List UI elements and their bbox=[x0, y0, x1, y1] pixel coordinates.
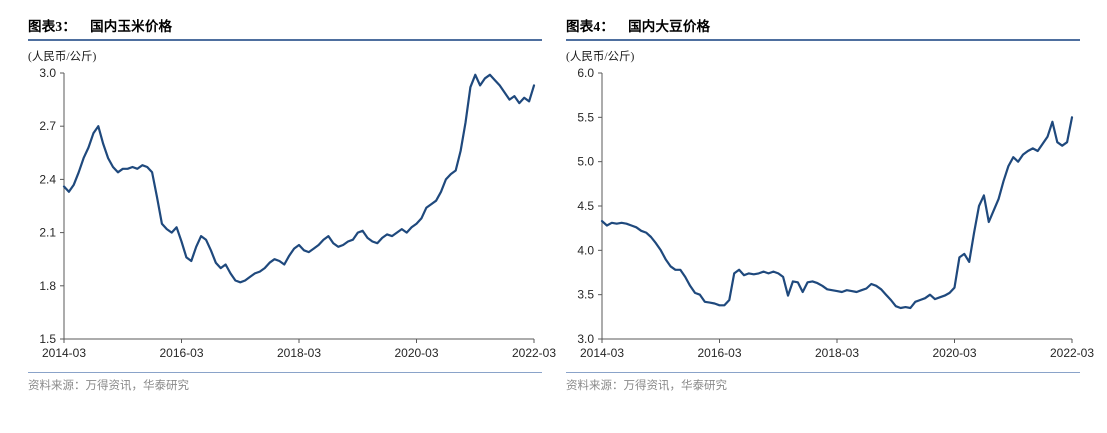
x-tick-label: 2016-03 bbox=[159, 346, 203, 360]
x-tick-label: 2016-03 bbox=[697, 346, 741, 360]
x-tick-label: 2022-03 bbox=[1050, 346, 1094, 360]
soybean-price-line-chart: 3.0 3.5 4.0 4.5 5.0 5.5 6.0 2014-03 2016-03 2018-… bbox=[577, 66, 1094, 360]
figure-number-label: 图表3： bbox=[28, 19, 77, 34]
figure-title-text: 国内大豆价格 bbox=[628, 19, 711, 34]
y-tick-label: 1.8 bbox=[39, 279, 56, 293]
x-tick-label: 2020-03 bbox=[394, 346, 438, 360]
y-tick-label: 6.0 bbox=[577, 66, 594, 80]
figure-soybean-price: 图表4： 国内大豆价格 (人民币/公斤) 3.0 3.5 4.0 4.5 5.0 5.5 6.… bbox=[566, 18, 1094, 394]
figure-corn-price: 图表3： 国内玉米价格 (人民币/公斤) 1.5 1.8 2.1 2.4 2.7 3.0 20… bbox=[28, 18, 556, 394]
source-note: 资料来源：万得资讯，华泰研究 bbox=[566, 380, 727, 392]
y-tick-label: 4.0 bbox=[577, 243, 594, 257]
price-line bbox=[600, 116, 1074, 310]
source-note: 资料来源：万得资讯，华泰研究 bbox=[28, 380, 189, 392]
price-line bbox=[62, 73, 536, 284]
figure-title-text: 国内玉米价格 bbox=[90, 19, 173, 34]
y-tick-label: 4.5 bbox=[577, 199, 594, 213]
x-tick-label: 2014-03 bbox=[42, 346, 86, 360]
y-tick-label: 2.4 bbox=[39, 172, 56, 186]
source-divider bbox=[566, 372, 1080, 373]
x-tick-label: 2014-03 bbox=[580, 346, 624, 360]
source-divider bbox=[28, 372, 542, 373]
x-tick-label: 2020-03 bbox=[932, 346, 976, 360]
figure-title: 图表3： 国内玉米价格 bbox=[28, 18, 542, 36]
figure-number-label: 图表4： bbox=[566, 19, 615, 34]
title-underline bbox=[566, 39, 1080, 41]
y-tick-label: 3.0 bbox=[577, 332, 594, 346]
x-tick-label: 2022-03 bbox=[512, 346, 556, 360]
y-tick-label: 3.0 bbox=[39, 66, 56, 80]
y-tick-label: 3.5 bbox=[577, 288, 594, 302]
y-axis-unit-label: (人民币/公斤) bbox=[28, 51, 97, 63]
y-tick-label: 2.7 bbox=[39, 119, 56, 133]
title-underline bbox=[28, 39, 542, 41]
x-tick-label: 2018-03 bbox=[277, 346, 321, 360]
corn-price-line-chart: 1.5 1.8 2.1 2.4 2.7 3.0 2014-03 2016-03 2018-03 2… bbox=[39, 66, 556, 360]
y-tick-label: 2.1 bbox=[39, 226, 56, 240]
figure-title: 图表4： 国内大豆价格 bbox=[566, 18, 1080, 36]
y-tick-label: 5.0 bbox=[577, 155, 594, 169]
x-tick-label: 2018-03 bbox=[815, 346, 859, 360]
y-tick-label: 5.5 bbox=[577, 110, 594, 124]
y-axis-unit-label: (人民币/公斤) bbox=[566, 51, 635, 63]
y-tick-label: 1.5 bbox=[39, 332, 56, 346]
